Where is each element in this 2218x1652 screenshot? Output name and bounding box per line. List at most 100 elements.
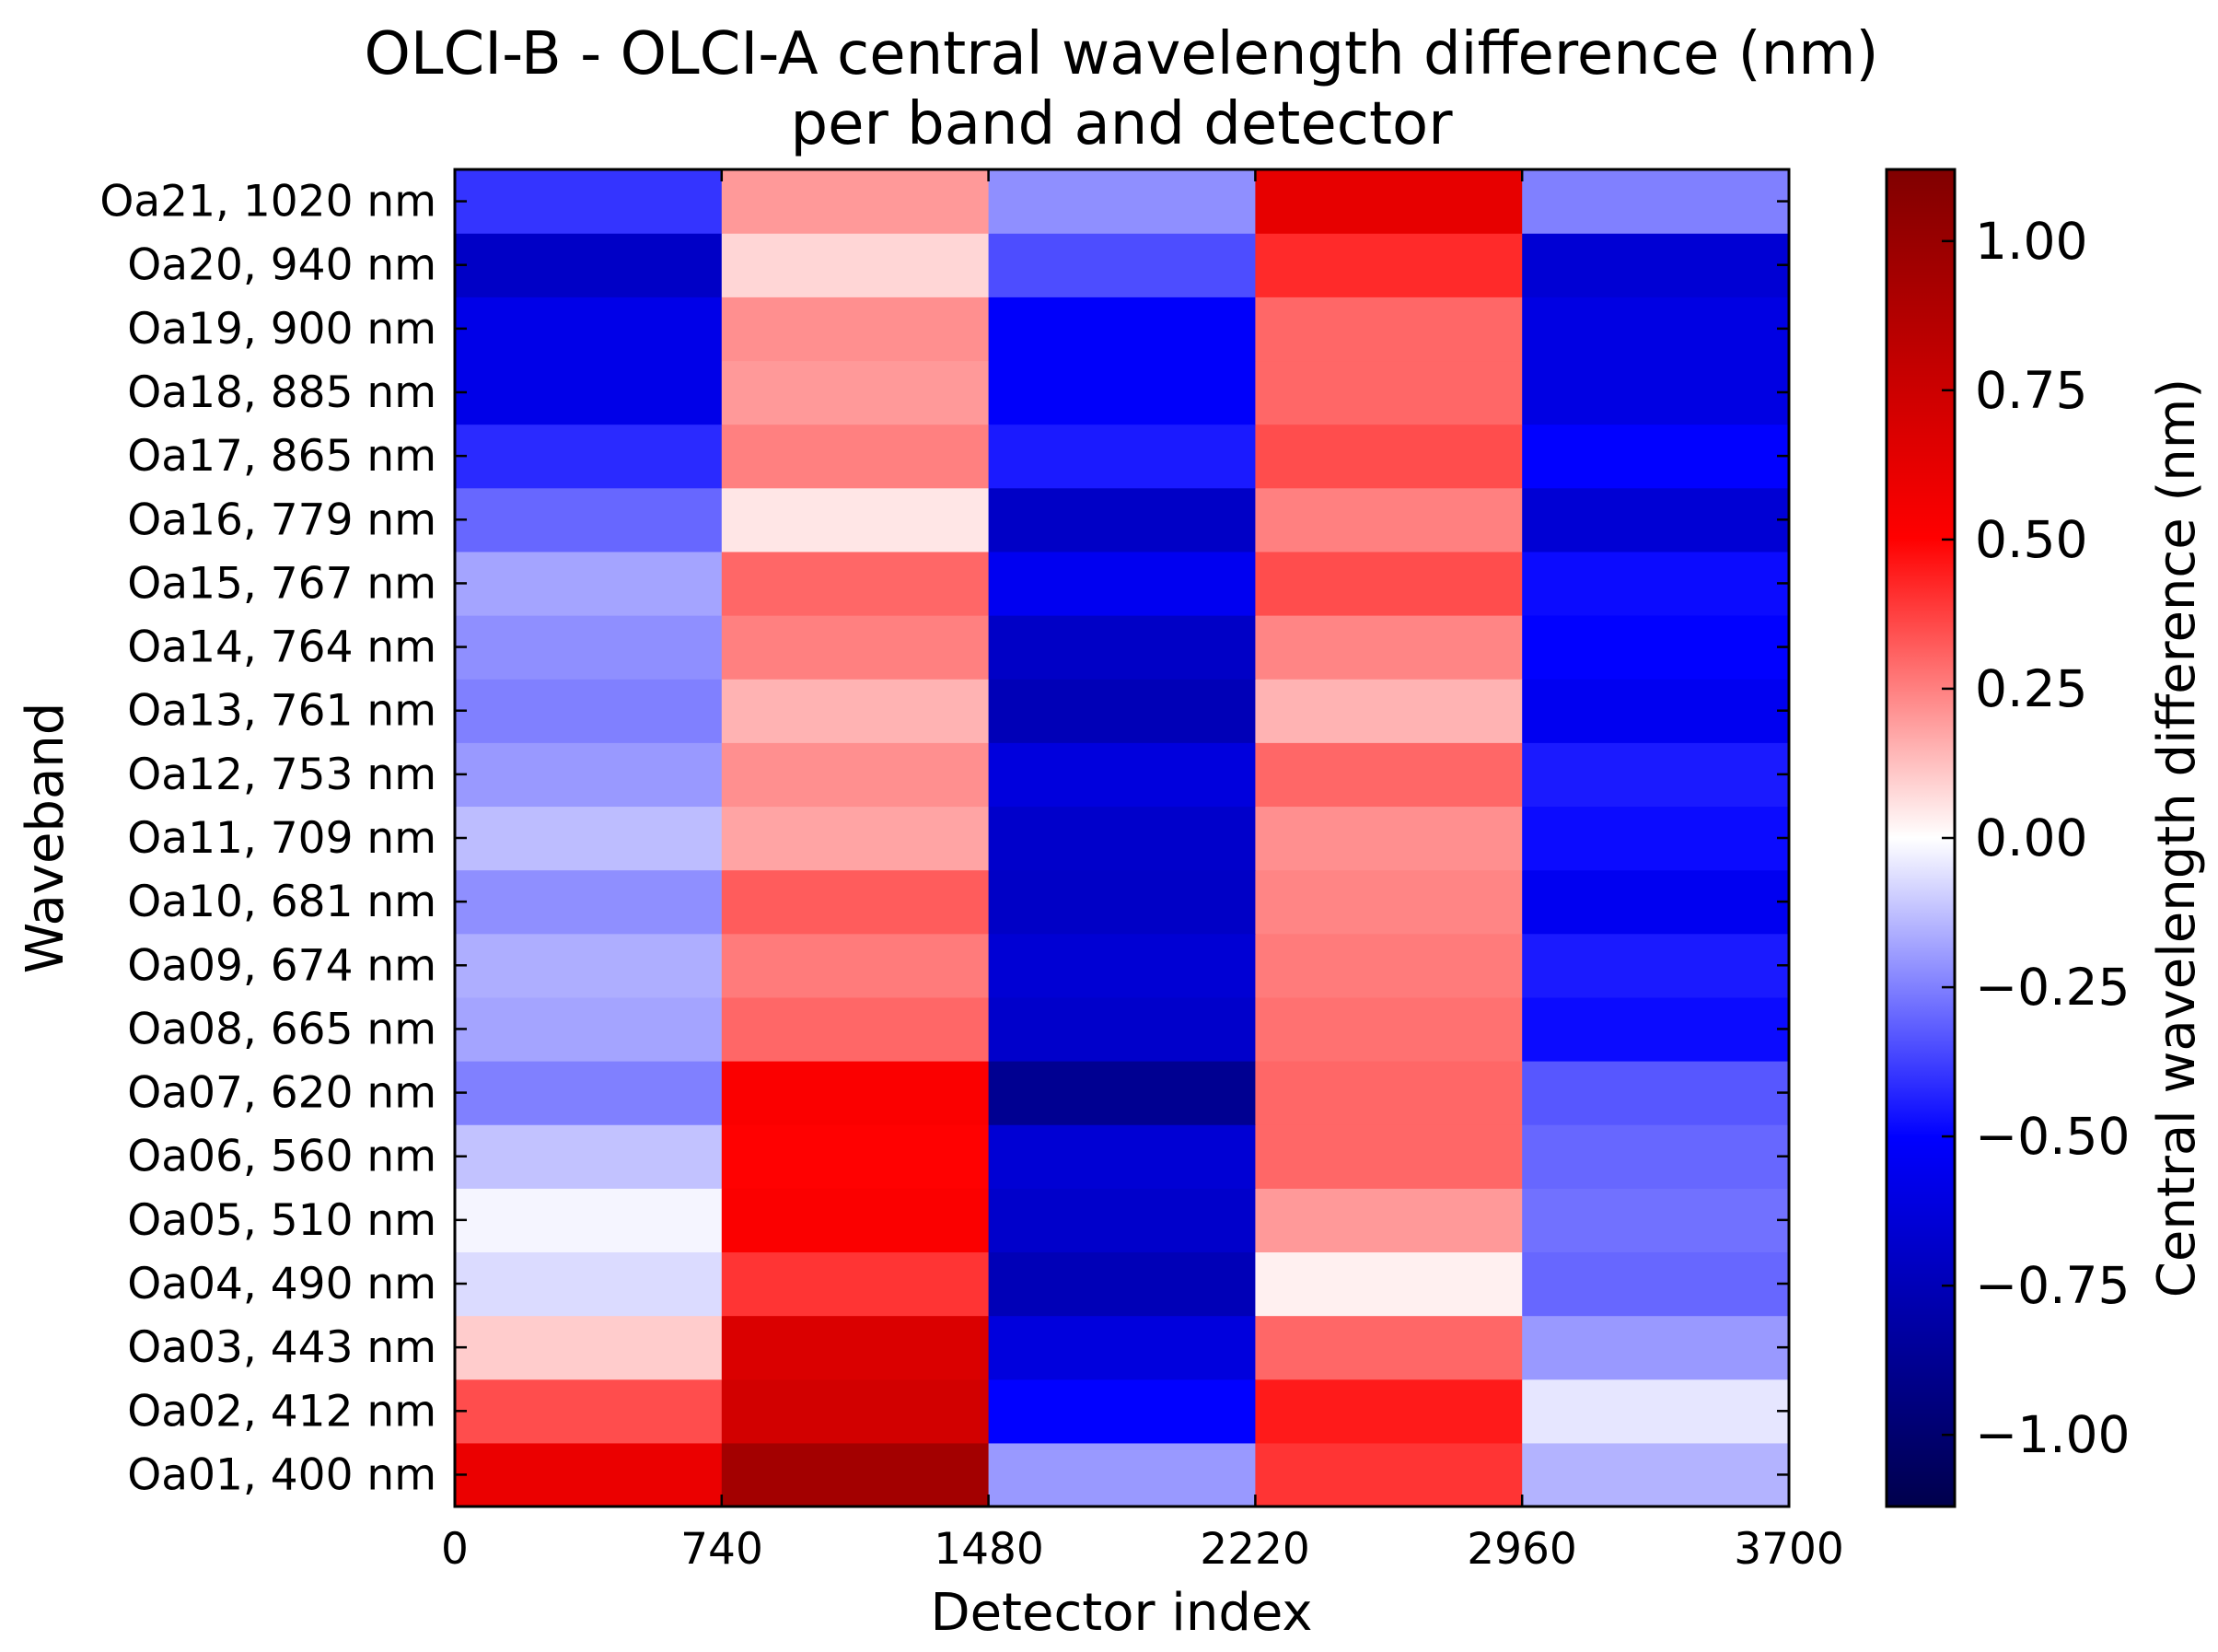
x-tick-label: 1480 (934, 1524, 1044, 1575)
heatmap-cell (988, 1379, 1256, 1444)
y-tick-label: Oa19, 900 nm (127, 304, 436, 355)
heatmap-cell (721, 1442, 990, 1507)
heatmap-cell (1255, 360, 1523, 425)
heatmap-cell (455, 1124, 723, 1189)
heatmap-cell (455, 1251, 723, 1317)
heatmap-cell (1522, 806, 1790, 871)
heatmap-cell (1255, 679, 1523, 743)
heatmap-cell (721, 806, 990, 871)
heatmap-cell (1522, 424, 1790, 489)
heatmap-cells (455, 169, 1790, 1507)
heatmap-cell (988, 806, 1256, 871)
heatmap-cell (1255, 1124, 1523, 1189)
colorbar-tick-label: 0.25 (1975, 659, 2087, 718)
heatmap-cell (455, 1188, 723, 1253)
heatmap-cell (1255, 1442, 1523, 1507)
heatmap-cell (1522, 869, 1790, 935)
colorbar-tick-label: −1.00 (1975, 1405, 2131, 1464)
heatmap-cell (721, 424, 990, 489)
heatmap-cell (455, 1442, 723, 1507)
heatmap-cell (1522, 1061, 1790, 1125)
heatmap-cell (1255, 297, 1523, 362)
heatmap-cell (721, 169, 990, 234)
x-tick-label: 2220 (1200, 1524, 1310, 1575)
heatmap-cell (1522, 1188, 1790, 1253)
plot-frame (453, 168, 1791, 1508)
heatmap-cell (1255, 869, 1523, 935)
x-tick-label: 2960 (1467, 1524, 1577, 1575)
heatmap-cell (988, 869, 1256, 935)
heatmap-cell (721, 1315, 990, 1380)
heatmap-cell (988, 1124, 1256, 1189)
y-tick-label: Oa07, 620 nm (127, 1068, 436, 1119)
heatmap-cell (455, 869, 723, 935)
heatmap-cell (1255, 933, 1523, 998)
y-tick-label: Oa03, 443 nm (127, 1322, 436, 1373)
y-tick-label: Oa14, 764 nm (127, 622, 436, 673)
heatmap-cell (988, 679, 1256, 743)
colorbar-tick-label: 0.75 (1975, 361, 2087, 420)
heatmap-cell (988, 1188, 1256, 1253)
heatmap-cell (721, 679, 990, 743)
heatmap-cell (1255, 551, 1523, 616)
heatmap-cell (988, 424, 1256, 489)
heatmap-cell (455, 679, 723, 743)
heatmap-cell (455, 933, 723, 998)
heatmap-cell (988, 233, 1256, 297)
colorbar-label: Central wavelength difference (nm) (2147, 378, 2207, 1297)
heatmap-cell (455, 424, 723, 489)
heatmap-cell (455, 806, 723, 871)
heatmap-cell (455, 360, 723, 425)
heatmap-cell (1255, 169, 1523, 234)
heatmap-cell (721, 360, 990, 425)
heatmap-cell (1255, 996, 1523, 1062)
heatmap-cell (1255, 233, 1523, 297)
heatmap-cell (721, 233, 990, 297)
heatmap-cell (1522, 551, 1790, 616)
heatmap-cell (721, 297, 990, 362)
heatmap-cell (1255, 1188, 1523, 1253)
x-tick-label: 3700 (1734, 1524, 1844, 1575)
heatmap-cell (721, 1251, 990, 1317)
heatmap-cell (1522, 169, 1790, 234)
heatmap-cell (721, 1124, 990, 1189)
heatmap-cell (988, 487, 1256, 553)
colorbar-tick-label: −0.50 (1975, 1107, 2131, 1166)
y-tick-label: Oa20, 940 nm (127, 240, 436, 291)
heatmap-cell (1522, 487, 1790, 553)
heatmap-cell (988, 360, 1256, 425)
heatmap-cell (1522, 360, 1790, 425)
heatmap-cell (1522, 1124, 1790, 1189)
heatmap-cell (721, 996, 990, 1062)
y-tick-label: Oa08, 665 nm (127, 1004, 436, 1054)
heatmap-cell (1522, 297, 1790, 362)
heatmap-cell (721, 1061, 990, 1125)
chart-title-line-1: OLCI-B - OLCI-A central wavelength diffe… (365, 20, 1879, 88)
heatmap-cell (988, 1442, 1256, 1507)
heatmap-cell (721, 933, 990, 998)
heatmap-cell (988, 933, 1256, 998)
y-tick-label: Oa15, 767 nm (127, 558, 436, 609)
heatmap-cell (1522, 742, 1790, 808)
heatmap-cell (1255, 424, 1523, 489)
y-tick-label: Oa01, 400 nm (127, 1449, 436, 1500)
heatmap-cell (1255, 1251, 1523, 1317)
heatmap-cell (721, 615, 990, 680)
heatmap-cell (455, 1379, 723, 1444)
heatmap-cell (1522, 1315, 1790, 1380)
colorbar-ticks: 1.00 0.75 0.50 0.25 0.00 −0.25 −0.50 −0.75 −1.00 (1942, 212, 2131, 1464)
heatmap-cell (988, 297, 1256, 362)
heatmap-cell (1255, 615, 1523, 680)
y-tick-label: Oa17, 865 nm (127, 431, 436, 482)
y-tick-label: Oa10, 681 nm (127, 877, 436, 927)
heatmap-cell (1255, 487, 1523, 553)
heatmap-cell (988, 1251, 1256, 1317)
x-tick-label: 0 (441, 1524, 469, 1575)
heatmap-cell (1522, 615, 1790, 680)
x-tick-label: 740 (680, 1524, 763, 1575)
colorbar-tick-label: −0.25 (1975, 958, 2131, 1017)
heatmap-cell (988, 169, 1256, 234)
heatmap-cell (721, 869, 990, 935)
heatmap-cell (1522, 1251, 1790, 1317)
y-tick-label: Oa18, 885 nm (127, 367, 436, 418)
